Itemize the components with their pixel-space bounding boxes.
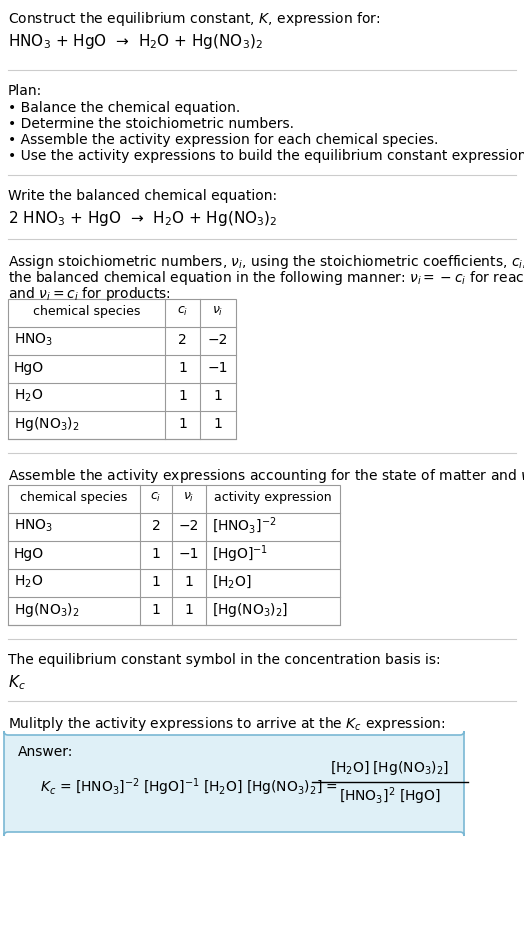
Text: HNO$_3$: HNO$_3$	[14, 517, 53, 534]
Text: Hg(NO$_3$)$_2$: Hg(NO$_3$)$_2$	[14, 415, 80, 433]
Text: • Use the activity expressions to build the equilibrium constant expression.: • Use the activity expressions to build …	[8, 149, 524, 163]
Text: Assign stoichiometric numbers, $\nu_i$, using the stoichiometric coefficients, $: Assign stoichiometric numbers, $\nu_i$, …	[8, 253, 524, 271]
Text: HgO: HgO	[14, 361, 44, 375]
Text: $\nu_i$: $\nu_i$	[212, 304, 224, 318]
Text: [HgO]$^{-1}$: [HgO]$^{-1}$	[212, 543, 268, 565]
Text: Assemble the activity expressions accounting for the state of matter and $\nu_i$: Assemble the activity expressions accoun…	[8, 467, 524, 485]
Text: 1: 1	[151, 575, 160, 589]
Text: −2: −2	[179, 519, 199, 533]
Text: $c_i$: $c_i$	[177, 304, 188, 318]
Text: [H$_2$O]: [H$_2$O]	[212, 573, 252, 591]
Text: the balanced chemical equation in the following manner: $\nu_i = -c_i$ for react: the balanced chemical equation in the fo…	[8, 269, 524, 287]
Text: The equilibrium constant symbol in the concentration basis is:: The equilibrium constant symbol in the c…	[8, 653, 441, 667]
Text: HgO: HgO	[14, 547, 44, 561]
Text: HNO$_3$: HNO$_3$	[14, 332, 53, 348]
Bar	[8, 299, 236, 439]
Text: $c_i$: $c_i$	[150, 491, 161, 503]
Text: 1: 1	[184, 603, 193, 617]
Text: 1: 1	[184, 575, 193, 589]
Text: Plan:: Plan:	[8, 84, 42, 98]
Text: • Assemble the activity expression for each chemical species.: • Assemble the activity expression for e…	[8, 133, 439, 147]
Text: chemical species: chemical species	[20, 491, 128, 503]
Text: −1: −1	[208, 361, 228, 375]
Text: HNO$_3$ + HgO  →  H$_2$O + Hg(NO$_3$)$_2$: HNO$_3$ + HgO → H$_2$O + Hg(NO$_3$)$_2$	[8, 32, 263, 51]
Text: 1: 1	[178, 389, 187, 403]
Text: chemical species: chemical species	[33, 304, 140, 318]
Text: H$_2$O: H$_2$O	[14, 573, 43, 591]
Text: 1: 1	[151, 547, 160, 561]
Text: Write the balanced chemical equation:: Write the balanced chemical equation:	[8, 189, 277, 203]
Text: 2: 2	[178, 333, 187, 347]
Text: Construct the equilibrium constant, $K$, expression for:: Construct the equilibrium constant, $K$,…	[8, 10, 380, 28]
Text: 1: 1	[178, 417, 187, 431]
Text: $\nu_i$: $\nu_i$	[183, 491, 195, 503]
Text: Hg(NO$_3$)$_2$: Hg(NO$_3$)$_2$	[14, 601, 80, 619]
Text: [Hg(NO$_3$)$_2$]: [Hg(NO$_3$)$_2$]	[212, 601, 288, 619]
Bar	[8, 485, 340, 625]
Text: 1: 1	[151, 603, 160, 617]
Text: and $\nu_i = c_i$ for products:: and $\nu_i = c_i$ for products:	[8, 285, 171, 303]
Text: −1: −1	[179, 547, 199, 561]
Text: −2: −2	[208, 333, 228, 347]
Text: activity expression: activity expression	[214, 491, 332, 503]
Text: Mulitply the activity expressions to arrive at the $K_c$ expression:: Mulitply the activity expressions to arr…	[8, 715, 445, 733]
Text: [HNO$_3$]$^2$ [HgO]: [HNO$_3$]$^2$ [HgO]	[339, 786, 441, 806]
Text: 1: 1	[178, 361, 187, 375]
Text: H$_2$O: H$_2$O	[14, 388, 43, 404]
Text: 2: 2	[151, 519, 160, 533]
Text: • Determine the stoichiometric numbers.: • Determine the stoichiometric numbers.	[8, 117, 294, 131]
Text: $K_c$ = [HNO$_3$]$^{-2}$ [HgO]$^{-1}$ [H$_2$O] [Hg(NO$_3$)$_2$] =: $K_c$ = [HNO$_3$]$^{-2}$ [HgO]$^{-1}$ [H…	[40, 776, 338, 798]
Text: [HNO$_3$]$^{-2}$: [HNO$_3$]$^{-2}$	[212, 515, 276, 536]
Text: • Balance the chemical equation.: • Balance the chemical equation.	[8, 101, 240, 115]
Text: 1: 1	[214, 389, 222, 403]
FancyBboxPatch shape	[4, 731, 464, 836]
Text: 1: 1	[214, 417, 222, 431]
Text: $K_c$: $K_c$	[8, 673, 26, 691]
Text: 2 HNO$_3$ + HgO  →  H$_2$O + Hg(NO$_3$)$_2$: 2 HNO$_3$ + HgO → H$_2$O + Hg(NO$_3$)$_2…	[8, 209, 278, 228]
Text: [H$_2$O] [Hg(NO$_3$)$_2$]: [H$_2$O] [Hg(NO$_3$)$_2$]	[331, 759, 450, 777]
Text: Answer:: Answer:	[18, 745, 73, 759]
